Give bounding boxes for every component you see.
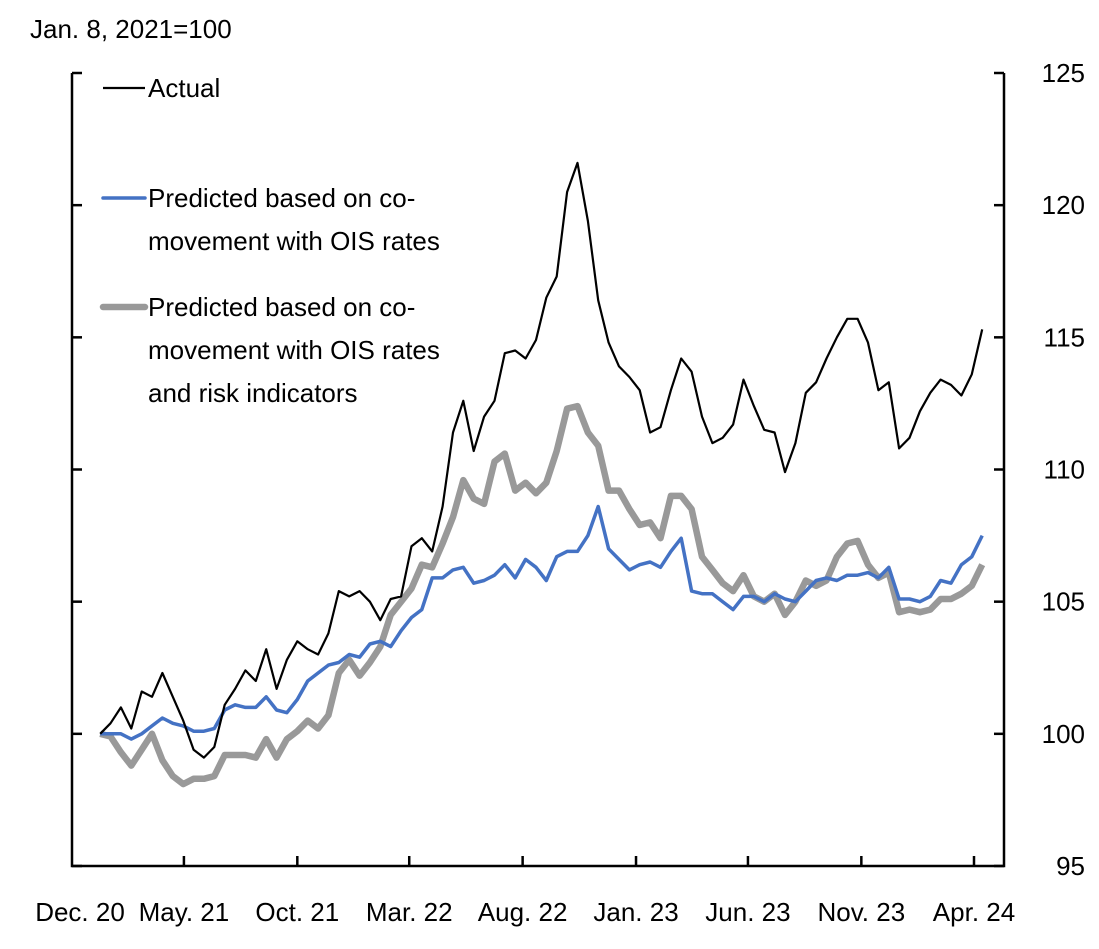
legend-label: Actual bbox=[148, 73, 220, 103]
x-tick-label: Oct. 21 bbox=[255, 897, 339, 927]
legend-item-1: Predicted based on co-movement with OIS … bbox=[101, 183, 440, 256]
axes: 95 100 105 110 115 120 125 Dec. 20 May. 21 Oct. 2… bbox=[35, 58, 1085, 927]
y-tick-label: 110 bbox=[1044, 455, 1085, 485]
x-tick-label: Dec. 20 bbox=[35, 897, 125, 927]
legend-label: movement with OIS rates bbox=[148, 335, 440, 365]
series-line-1 bbox=[100, 504, 984, 741]
x-tick-label: May. 21 bbox=[139, 897, 230, 927]
legend-label: movement with OIS rates bbox=[148, 226, 440, 256]
y-tick-label: 95 bbox=[1056, 851, 1085, 881]
y-tick-label: 100 bbox=[1042, 719, 1085, 749]
legend-label: and risk indicators bbox=[148, 378, 358, 408]
x-tick-label: Apr. 24 bbox=[933, 897, 1015, 927]
y-tick-label: 125 bbox=[1042, 58, 1085, 88]
series-line-2 bbox=[99, 402, 986, 788]
x-tick-label: Mar. 22 bbox=[366, 897, 453, 927]
x-tick-label: Jan. 23 bbox=[593, 897, 678, 927]
unit-label: Jan. 8, 2021=100 bbox=[30, 14, 232, 44]
y-tick-label: 105 bbox=[1042, 587, 1085, 617]
legend-item-2: Predicted based on co-movement with OIS … bbox=[99, 292, 440, 408]
legend-label: Predicted based on co- bbox=[148, 183, 415, 213]
series-lines bbox=[99, 161, 986, 788]
y-tick-label: 115 bbox=[1044, 322, 1085, 352]
x-tick-label: Nov. 23 bbox=[817, 897, 905, 927]
legend-label: Predicted based on co- bbox=[148, 292, 415, 322]
series-line-0 bbox=[99, 161, 984, 759]
legend-item-0: Actual bbox=[103, 73, 220, 103]
x-tick-label: Aug. 22 bbox=[478, 897, 568, 927]
x-tick-label: Jun. 23 bbox=[705, 897, 790, 927]
y-tick-label: 120 bbox=[1042, 190, 1085, 220]
legend: Actual Predicted based on co-movement wit… bbox=[99, 73, 440, 408]
